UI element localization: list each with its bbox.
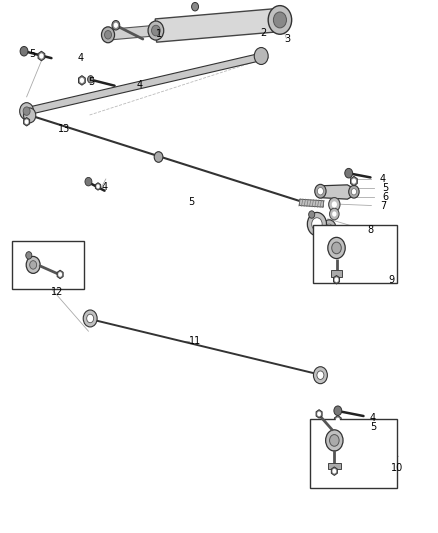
Circle shape [329, 434, 339, 446]
Text: 13: 13 [58, 124, 70, 134]
Circle shape [152, 25, 160, 36]
Circle shape [309, 211, 315, 218]
Polygon shape [335, 416, 341, 425]
Text: 3: 3 [284, 34, 290, 44]
Circle shape [254, 47, 268, 64]
Circle shape [329, 208, 339, 220]
Circle shape [88, 76, 94, 83]
Text: 5: 5 [382, 183, 389, 193]
Circle shape [325, 430, 343, 451]
Circle shape [112, 20, 120, 30]
Polygon shape [24, 117, 30, 126]
Circle shape [334, 406, 342, 416]
Text: 5: 5 [188, 197, 195, 207]
Text: 7: 7 [380, 201, 386, 211]
Text: 10: 10 [391, 463, 403, 473]
Text: 11: 11 [188, 336, 201, 346]
Polygon shape [331, 467, 337, 475]
Circle shape [317, 371, 324, 379]
Text: 12: 12 [51, 287, 64, 297]
Circle shape [332, 201, 337, 208]
Text: 4: 4 [102, 182, 108, 192]
Text: 4: 4 [380, 174, 386, 184]
Circle shape [23, 107, 30, 115]
Text: 4: 4 [78, 53, 84, 63]
Circle shape [39, 53, 44, 59]
Circle shape [80, 78, 84, 83]
Circle shape [349, 185, 359, 198]
Polygon shape [328, 463, 341, 469]
Circle shape [307, 213, 326, 236]
Circle shape [318, 188, 323, 195]
Polygon shape [38, 51, 45, 61]
Polygon shape [27, 52, 265, 115]
Text: 5: 5 [30, 50, 36, 59]
Text: 2: 2 [260, 28, 267, 38]
Circle shape [26, 256, 40, 273]
Polygon shape [333, 276, 339, 284]
Circle shape [58, 272, 62, 277]
Text: 4: 4 [136, 79, 142, 90]
Circle shape [24, 108, 36, 123]
Circle shape [83, 310, 97, 327]
Circle shape [312, 217, 322, 230]
Polygon shape [108, 25, 156, 40]
Circle shape [332, 212, 336, 216]
Text: 8: 8 [367, 225, 373, 236]
Circle shape [148, 21, 164, 40]
Text: 1: 1 [156, 29, 162, 39]
Polygon shape [57, 270, 63, 279]
Circle shape [332, 469, 336, 473]
Circle shape [102, 27, 115, 43]
Bar [12, 241, 84, 289]
Circle shape [315, 184, 326, 198]
Text: 9: 9 [389, 274, 395, 285]
Polygon shape [317, 185, 354, 199]
Circle shape [335, 277, 339, 282]
Circle shape [314, 367, 327, 384]
Circle shape [87, 314, 94, 322]
Polygon shape [350, 176, 357, 186]
Circle shape [20, 103, 34, 119]
Circle shape [85, 177, 92, 186]
Circle shape [328, 237, 345, 259]
Polygon shape [78, 76, 85, 85]
Circle shape [351, 189, 357, 195]
Circle shape [114, 22, 118, 28]
Circle shape [317, 411, 321, 416]
Circle shape [20, 46, 28, 56]
Polygon shape [316, 410, 322, 418]
Polygon shape [155, 9, 281, 42]
Bar [313, 225, 397, 284]
Circle shape [336, 418, 340, 423]
Text: 4: 4 [369, 413, 375, 423]
Circle shape [328, 198, 340, 212]
Circle shape [105, 30, 112, 39]
Polygon shape [300, 199, 324, 207]
Circle shape [325, 224, 332, 232]
Polygon shape [95, 183, 101, 190]
Circle shape [30, 261, 37, 269]
Circle shape [352, 179, 356, 184]
Text: 6: 6 [382, 191, 389, 201]
Text: 5: 5 [371, 422, 377, 432]
Circle shape [26, 252, 32, 259]
Circle shape [268, 6, 292, 34]
Circle shape [191, 3, 198, 11]
Bar [311, 419, 397, 488]
Circle shape [96, 184, 100, 189]
Circle shape [154, 152, 163, 163]
Polygon shape [331, 270, 342, 277]
Circle shape [332, 242, 341, 254]
Circle shape [25, 119, 28, 124]
Text: 5: 5 [88, 77, 95, 87]
Circle shape [345, 168, 353, 178]
Circle shape [322, 220, 336, 237]
Circle shape [273, 12, 286, 28]
